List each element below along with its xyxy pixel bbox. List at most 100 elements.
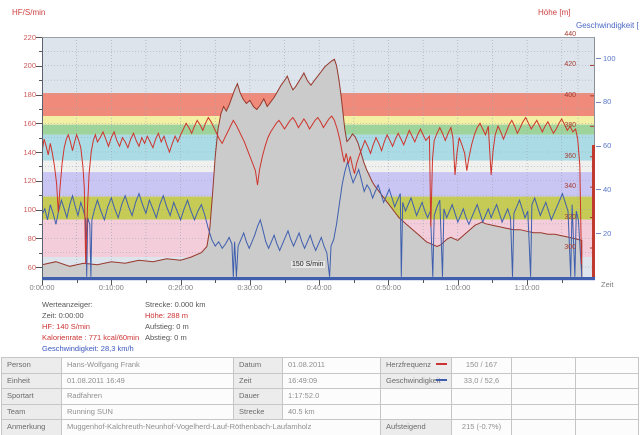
table-cell (576, 404, 639, 420)
table-cell: Running SUN (62, 404, 234, 420)
time-axis-tick (561, 280, 563, 283)
hf-axis-tick (36, 238, 42, 240)
info-line: Kalorienrate : 771 kcal/60min (42, 333, 140, 342)
time-axis-tick (145, 280, 147, 283)
hf-axis-tick (36, 152, 42, 153)
speed-axis-tick (596, 233, 601, 234)
table-cell: Radfahren (62, 389, 234, 405)
speed-tick-label: 40 (603, 184, 612, 194)
table-cell: 16:49:09 (283, 373, 381, 389)
table-cell: Datum (234, 358, 283, 374)
training-chart: HF/S/min Höhe [m] Geschwindigkeit [ Zeit… (12, 8, 639, 292)
elevation-tick-label: 320 (564, 213, 576, 221)
table-cell (512, 358, 576, 374)
table-cell: Strecke (234, 404, 283, 420)
hf-tick-label: 180 (23, 90, 36, 99)
table-cell (512, 373, 576, 389)
info-line: Strecke: 0.000 km (145, 300, 206, 309)
table-cell: Anmerkung (2, 420, 62, 435)
info-line: Geschwindigkeit: 28,3 km/h (42, 344, 134, 353)
time-tick-label: 0:00:00 (29, 283, 55, 292)
time-axis-tick (492, 280, 494, 283)
table-cell (452, 389, 512, 405)
elevation-tick-label: 340 (564, 183, 576, 191)
hf-tick-label: 200 (23, 61, 36, 71)
table-cell: 1:17:52.0 (283, 389, 381, 405)
time-axis-tick (111, 280, 113, 285)
hf-axis-tick (39, 51, 42, 53)
elevation-tick-label: 300 (564, 244, 576, 251)
table-cell: Person (2, 358, 62, 374)
table-cell (576, 389, 639, 405)
hf-tick-label: 100 (23, 205, 36, 214)
time-axis-title: Zeit (601, 280, 614, 289)
time-tick-label: 1:00:00 (445, 283, 471, 292)
heart-rate-legend-dash-icon (436, 363, 447, 365)
table-cell: Sportart (2, 389, 62, 405)
elevation-tick-label: 440 (564, 31, 576, 38)
time-axis-tick (76, 280, 78, 283)
speed-axis-tick (596, 58, 601, 59)
hf-tick-label: 60 (27, 262, 36, 272)
hf-tick-label: 120 (23, 176, 36, 186)
time-axis-tick (388, 280, 390, 285)
table-cell: 01.08.2011 16:49 (62, 373, 234, 389)
hf-tick-label: 80 (27, 233, 36, 243)
info-line: Zeit: 0:00:00 (42, 311, 84, 320)
value-indicator-column-1: Werteanzeiger: Zeit: 0:00:00 HF: 140 S/min… (42, 299, 139, 354)
hf-axis-tick (39, 195, 42, 197)
table-cell (576, 358, 639, 374)
table-cell: Muggenhof-Kalchreuth-Neunhof-Vogelherd-L… (62, 420, 381, 435)
time-axis-tick (180, 280, 182, 285)
time-axis-tick (249, 280, 251, 285)
avg-hr-marker-label: 150 S/min (291, 261, 325, 268)
time-tick-label: 0:40:00 (306, 283, 332, 292)
info-line: Abstieg: 0 m (145, 333, 187, 342)
table-cell: Zeit (234, 373, 283, 389)
chart-plot-area[interactable] (42, 37, 595, 281)
table-cell: 40.5 km (283, 404, 381, 420)
elevation-axis-title: Höhe [m] (538, 8, 571, 17)
table-cell (512, 389, 576, 405)
hf-axis-tick (36, 37, 42, 38)
table-cell: Team (2, 404, 62, 420)
table-cell (452, 404, 512, 420)
info-line: Aufstieg: 0 m (145, 322, 189, 331)
table-cell: Herzfrequenz (381, 358, 452, 374)
time-axis-tick (42, 280, 43, 285)
table-cell: Hans-Wolfgang Frank (62, 358, 234, 374)
elevation-tick-label: 360 (564, 152, 576, 160)
hf-axis-tick (36, 94, 42, 96)
table-cell: 215 (-0.7%) (452, 420, 512, 435)
table-cell: Dauer (234, 389, 283, 405)
time-tick-label: 0:30:00 (237, 283, 263, 292)
hf-axis-tick (39, 108, 42, 110)
hf-axis-tick (39, 166, 42, 168)
hf-tick-label: 160 (23, 118, 36, 128)
table-cell (512, 420, 576, 435)
table-cell: 150 / 167 (452, 358, 512, 374)
time-tick-label: 0:10:00 (98, 283, 124, 292)
hf-axis-title: HF/S/min (12, 8, 46, 17)
table-cell (512, 404, 576, 420)
hf-axis-tick (36, 209, 42, 211)
hf-axis-tick (36, 267, 42, 268)
time-axis-tick (457, 280, 459, 285)
hf-axis-tick (39, 252, 42, 254)
table-cell (381, 404, 452, 420)
hf-axis-tick (39, 223, 42, 225)
time-axis-tick (284, 280, 286, 283)
time-axis-tick (527, 280, 529, 285)
info-line: HF: 140 S/min (42, 322, 90, 331)
heart-rate-line (42, 115, 582, 265)
speed-tick-label: 20 (603, 228, 612, 238)
hf-axis-tick (36, 65, 42, 67)
time-axis-tick (353, 280, 355, 283)
table-cell: Einheit (2, 373, 62, 389)
time-axis-line (42, 277, 595, 281)
hf-axis-tick (39, 137, 42, 139)
table-cell (576, 373, 639, 389)
speed-axis-tick (596, 145, 601, 147)
hf-tick-label: 220 (23, 32, 36, 42)
